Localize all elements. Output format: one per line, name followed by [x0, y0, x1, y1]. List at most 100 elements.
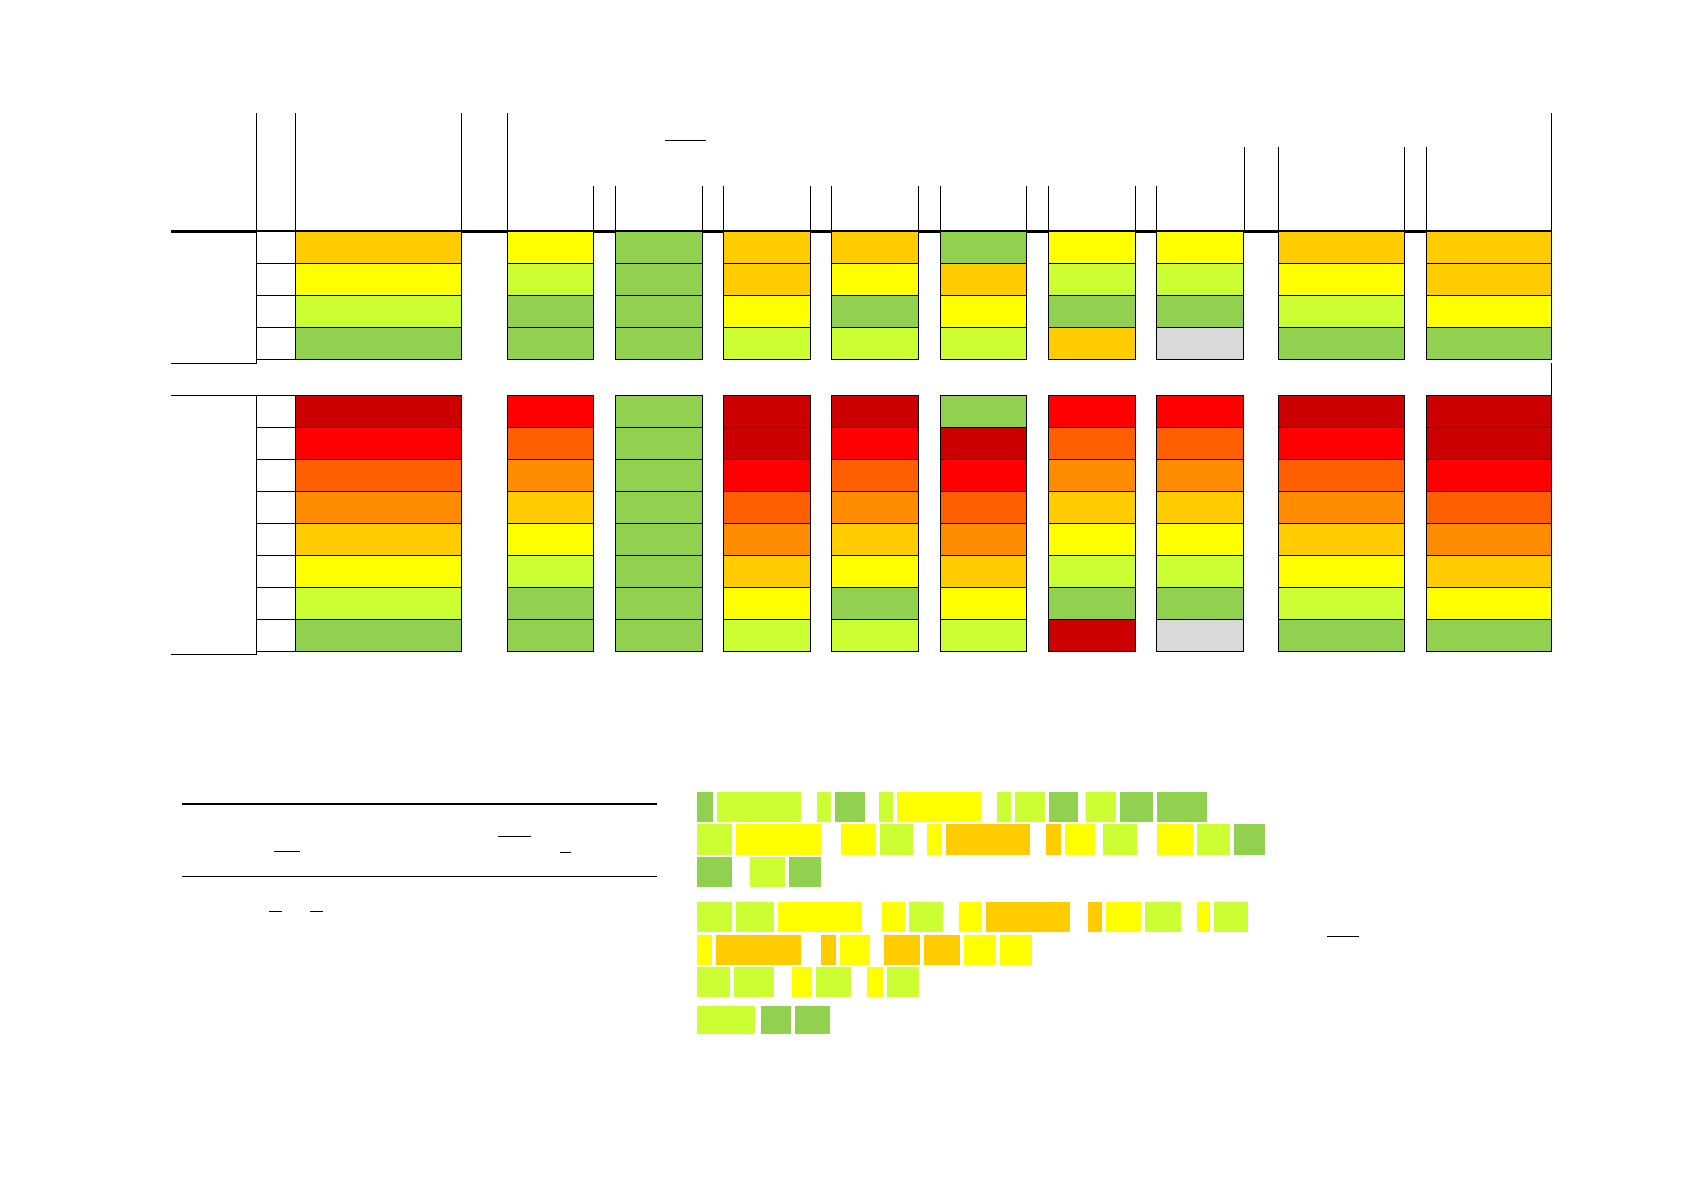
group-2-rating-cell: [507, 427, 594, 460]
legend-swatch: [1197, 902, 1210, 932]
group-2-row-index-cell: [256, 427, 296, 460]
group-2-rating-cell: [1278, 587, 1405, 620]
group-2-rating-cell: [1156, 459, 1244, 492]
legend-swatch: [909, 902, 943, 932]
header-divider: [918, 186, 919, 231]
group-2-rating-cell: [615, 459, 703, 492]
group-2-rating-cell: [723, 587, 811, 620]
group-2-row-index-cell: [256, 555, 296, 588]
header-divider: [1278, 147, 1279, 231]
group-2-rating-cell: [723, 523, 811, 556]
legend-swatch: [697, 935, 712, 965]
notes-mark: [274, 851, 300, 852]
group-2-rating-cell: [507, 555, 594, 588]
group-2-rating-cell: [1048, 395, 1136, 428]
legend-swatch: [795, 1006, 830, 1034]
group-2-rating-cell: [1048, 587, 1136, 620]
legend-swatch: [697, 967, 730, 997]
group-2-rating-cell: [1156, 523, 1244, 556]
legend-swatch: [964, 935, 996, 965]
legend-swatch: [1145, 902, 1181, 932]
group-1-rating-cell: [940, 231, 1027, 264]
group-2-rating-cell: [831, 523, 919, 556]
group-1-rating-cell: [615, 263, 703, 296]
legend-swatch: [821, 935, 836, 965]
group-2-rating-cell: [940, 523, 1027, 556]
legend-swatch: [1234, 824, 1265, 855]
legend-swatch: [697, 824, 732, 855]
legend-swatch: [840, 935, 870, 965]
group-2-rating-cell: [1278, 619, 1405, 652]
group-1-rating-cell: [295, 327, 462, 360]
header-divider: [1156, 186, 1157, 231]
group-1-rating-cell: [1156, 327, 1244, 360]
legend-swatch: [835, 792, 865, 822]
group-2-rating-cell: [831, 491, 919, 524]
group-2-rating-cell: [295, 587, 462, 620]
legend-swatch: [884, 935, 920, 965]
legend-swatch: [959, 902, 982, 932]
header-divider: [1026, 186, 1027, 231]
group-2-rating-cell: [507, 491, 594, 524]
group-2-rating-cell: [1426, 459, 1552, 492]
group-2-rating-cell: [615, 619, 703, 652]
legend-swatch: [879, 792, 893, 822]
group-1-rating-cell: [1426, 327, 1552, 360]
group-1-rating-cell: [507, 295, 594, 328]
group-2-rating-cell: [1048, 427, 1136, 460]
legend-swatch: [1214, 902, 1248, 932]
notes-header-rule: [182, 876, 657, 877]
group-2-rating-cell: [507, 619, 594, 652]
group-2-rating-cell: [940, 619, 1027, 652]
group-2-rating-cell: [615, 555, 703, 588]
group-1-rating-cell: [295, 263, 462, 296]
legend-swatch: [778, 902, 862, 932]
group-2-rating-cell: [615, 491, 703, 524]
header-divider: [593, 186, 594, 231]
group-2-rating-cell: [507, 459, 594, 492]
legend-swatch: [1065, 824, 1095, 855]
group-2-rating-cell: [507, 587, 594, 620]
group-2-rating-cell: [615, 427, 703, 460]
group-2-rating-cell: [295, 555, 462, 588]
group-1-rating-cell: [1426, 231, 1552, 264]
group-1-rating-cell: [507, 263, 594, 296]
group-2-rating-cell: [723, 459, 811, 492]
group-1-bottom-rule: [171, 363, 257, 364]
group-1-rating-cell: [831, 263, 919, 296]
group-2-rating-cell: [1278, 555, 1405, 588]
group-2-rating-cell: [1048, 619, 1136, 652]
group-2-rating-cell: [1048, 555, 1136, 588]
group-1-row-index-cell: [256, 295, 296, 328]
legend-swatch: [882, 902, 905, 932]
legend-swatch: [716, 935, 801, 965]
group-1-rating-cell: [615, 327, 703, 360]
legend-swatch: [1015, 792, 1045, 822]
header-divider: [1551, 113, 1552, 231]
group-2-rating-cell: [723, 427, 811, 460]
legend-swatch: [841, 824, 876, 855]
header-divider: [1244, 147, 1245, 231]
legend-swatch: [887, 967, 919, 997]
notes-mark: [310, 911, 323, 912]
group-2-rating-cell: [1156, 555, 1244, 588]
notes-mark: [560, 852, 571, 853]
group-1-rating-cell: [940, 327, 1027, 360]
header-divider: [295, 113, 296, 231]
group-2-rating-cell: [940, 427, 1027, 460]
group-2-rating-cell: [1426, 491, 1552, 524]
group-2-rating-cell: [831, 395, 919, 428]
legend-swatch: [946, 824, 1030, 855]
legend-swatch: [697, 1006, 755, 1034]
group-2-rating-cell: [295, 491, 462, 524]
group-2-rating-cell: [1278, 523, 1405, 556]
group-2-rating-cell: [615, 523, 703, 556]
group-1-row-index-cell: [256, 263, 296, 296]
group-2-rating-cell: [1278, 459, 1405, 492]
legend-swatch: [927, 824, 942, 855]
header-divider: [615, 186, 616, 231]
header-overline: [665, 140, 706, 141]
notes-mark: [498, 836, 531, 837]
group-2-rating-cell: [295, 619, 462, 652]
legend-swatch: [816, 967, 851, 997]
